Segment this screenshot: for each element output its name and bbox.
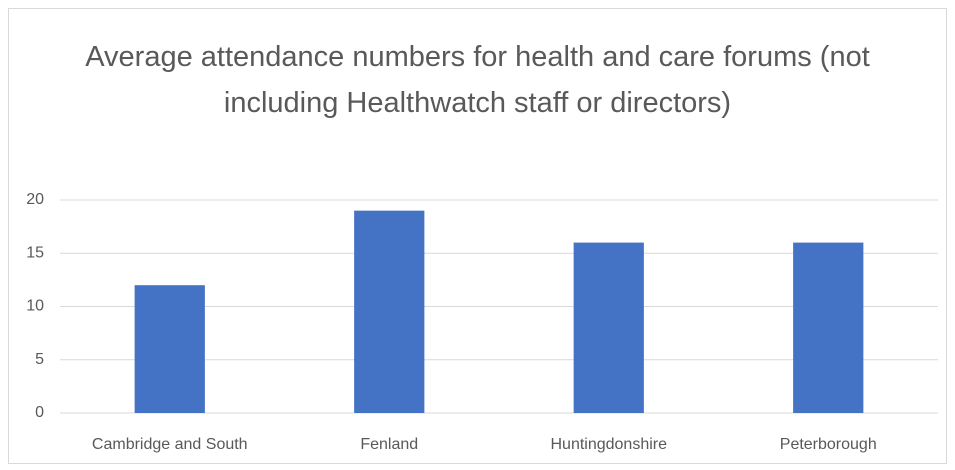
bar — [793, 242, 864, 413]
y-tick-label: 10 — [26, 298, 44, 315]
y-tick-label: 15 — [26, 244, 44, 261]
x-tick-label: Cambridge and South — [92, 436, 248, 453]
bar — [354, 210, 425, 413]
y-tick-label: 0 — [35, 404, 44, 421]
y-tick-label: 20 — [26, 191, 44, 208]
x-tick-label: Huntingdonshire — [550, 436, 667, 453]
y-tick-label: 5 — [35, 351, 44, 368]
bar — [573, 242, 644, 413]
chart-title: Average attendance numbers for health an… — [85, 41, 870, 119]
x-tick-label: Fenland — [360, 436, 418, 453]
x-tick-label: Peterborough — [780, 436, 877, 453]
bar — [134, 285, 205, 413]
